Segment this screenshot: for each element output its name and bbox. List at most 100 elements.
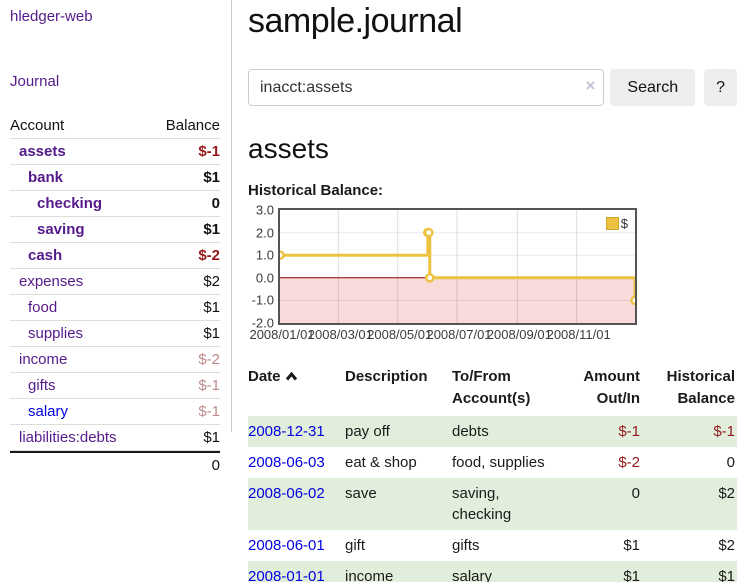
register-row: 2008-01-01 income salary $1 $1 — [248, 560, 737, 582]
register-row: 2008-12-31 pay off debts $-1 $-1 — [248, 415, 737, 447]
transaction-accounts: food, supplies — [452, 453, 545, 471]
transaction-date-link[interactable]: 2008-06-01 — [248, 536, 325, 554]
x-tick-label: 2008/05/01 — [367, 327, 433, 342]
register-header-row: Date Description To/From Account(s) Amou… — [248, 364, 737, 416]
transaction-balance: 0 — [726, 453, 735, 471]
account-row-expenses: expenses $2 — [10, 269, 220, 295]
accounts-header-account: Account — [10, 117, 65, 134]
account-balance: $-1 — [198, 403, 220, 420]
chart-legend: $ — [603, 215, 630, 232]
legend-swatch-icon — [605, 217, 619, 230]
transaction-date-link[interactable]: 2008-12-31 — [248, 422, 325, 440]
transaction-date-link[interactable]: 2008-06-02 — [248, 484, 325, 502]
data-point-marker — [424, 227, 434, 238]
search-bar: × Search ? — [248, 69, 737, 106]
account-link-assets[interactable]: assets — [19, 143, 66, 160]
negative-region — [280, 277, 635, 323]
sort-ascending-icon — [285, 366, 298, 388]
account-row-gifts: gifts $-1 — [10, 373, 220, 399]
accounts-total-row: 0 — [10, 451, 220, 478]
transaction-date-link[interactable]: 2008-06-03 — [248, 453, 325, 471]
data-point-marker — [280, 250, 285, 260]
accounts-table-header: Account Balance — [10, 113, 220, 139]
account-row-salary: salary $-1 — [10, 399, 220, 425]
sidebar-item-journal[interactable]: Journal — [10, 73, 60, 90]
accounts-table: Account Balance assets $-1 bank $1 check… — [10, 113, 220, 478]
account-row-checking: checking 0 — [10, 191, 220, 217]
account-row-assets: assets $-1 — [10, 139, 220, 165]
account-link-cash[interactable]: cash — [28, 247, 63, 264]
account-balance: $1 — [203, 325, 220, 342]
account-balance: $2 — [203, 273, 220, 290]
account-link-income[interactable]: income — [19, 351, 68, 368]
y-tick-label: 1.0 — [255, 247, 274, 263]
register-header-date[interactable]: Date — [248, 364, 345, 416]
register-header-tofrom-line2: Account(s) — [452, 389, 531, 407]
account-balance: $-2 — [198, 247, 220, 264]
transaction-balance: $2 — [718, 484, 735, 502]
account-link-expenses[interactable]: expenses — [19, 273, 84, 290]
transaction-amount: $1 — [623, 567, 640, 582]
y-tick-label: 0.0 — [255, 270, 274, 286]
brand-link[interactable]: hledger-web — [10, 8, 93, 25]
data-point-marker — [424, 273, 435, 283]
transaction-accounts: salary — [452, 567, 493, 582]
account-link-saving[interactable]: saving — [37, 221, 85, 238]
register-header-amount: Amount Out/In — [560, 364, 642, 416]
register-header-balance-line2: Balance — [677, 389, 735, 407]
register-row: 2008-06-03 eat & shop food, supplies $-2… — [248, 447, 737, 478]
account-balance: $1 — [203, 169, 220, 186]
accounts-header-balance: Balance — [165, 117, 220, 134]
register-header-tofrom: To/From Account(s) — [452, 364, 560, 416]
register-header-description: Description — [345, 368, 428, 385]
clear-search-icon[interactable]: × — [585, 76, 596, 95]
x-tick-label: 2008/01/01 — [249, 327, 315, 342]
transaction-amount: $-2 — [618, 453, 640, 471]
account-balance: $1 — [203, 299, 220, 316]
account-row-food: food $1 — [10, 295, 220, 321]
account-row-liabilities-debts: liabilities:debts $1 — [10, 425, 220, 451]
account-link-salary[interactable]: salary — [28, 403, 69, 420]
transaction-accounts: gifts — [452, 536, 480, 554]
x-tick-label: 2008/09/01 — [486, 327, 552, 342]
transaction-amount: 0 — [631, 484, 640, 502]
account-balance: $-1 — [198, 377, 220, 394]
help-button[interactable]: ? — [704, 69, 737, 106]
account-link-gifts[interactable]: gifts — [28, 377, 56, 394]
x-tick-label: 2008/03/01 — [307, 327, 373, 342]
account-link-checking[interactable]: checking — [37, 195, 103, 212]
account-heading: assets — [248, 133, 329, 164]
register-header-balance-line1: Historical — [666, 368, 735, 385]
transaction-accounts: debts — [452, 422, 489, 440]
chart-plot-area: $ — [278, 208, 637, 325]
search-input[interactable] — [248, 69, 605, 106]
chart-canvas — [280, 210, 635, 323]
page-title: sample.journal — [248, 2, 463, 40]
register-header-amount-line1: Amount — [583, 368, 640, 385]
transaction-balance: $1 — [718, 567, 735, 582]
account-balance: 0 — [211, 195, 220, 212]
register-header-date-label: Date — [248, 368, 281, 385]
account-link-food[interactable]: food — [28, 299, 58, 316]
transaction-description: income — [345, 567, 394, 582]
transaction-amount: $1 — [623, 536, 640, 554]
transaction-date-link[interactable]: 2008-01-01 — [248, 567, 325, 582]
account-balance: $1 — [203, 429, 220, 446]
search-button[interactable]: Search — [610, 69, 696, 106]
historical-balance-chart: 3.0 2.0 1.0 0.0 -1.0 -2.0 $ 2008/01/01 2008/03… — [248, 203, 737, 344]
transaction-accounts: saving, checking — [452, 484, 512, 523]
accounts-total-value: 0 — [211, 457, 220, 474]
register-row: 2008-06-01 gift gifts $1 $2 — [248, 530, 737, 561]
account-link-supplies[interactable]: supplies — [28, 325, 84, 342]
account-balance: $1 — [203, 221, 220, 238]
y-tick-label: -2.0 — [251, 315, 274, 331]
account-link-liabilities-debts[interactable]: liabilities:debts — [19, 429, 117, 446]
x-tick-label: 2008/11/01 — [546, 327, 611, 342]
account-link-bank[interactable]: bank — [28, 169, 64, 186]
y-tick-label: -1.0 — [251, 292, 274, 308]
register-header-tofrom-line1: To/From — [452, 368, 511, 385]
x-tick-label: 2008/07/01 — [426, 327, 492, 342]
transaction-description: eat & shop — [345, 453, 417, 471]
account-row-cash: cash $-2 — [10, 243, 220, 269]
